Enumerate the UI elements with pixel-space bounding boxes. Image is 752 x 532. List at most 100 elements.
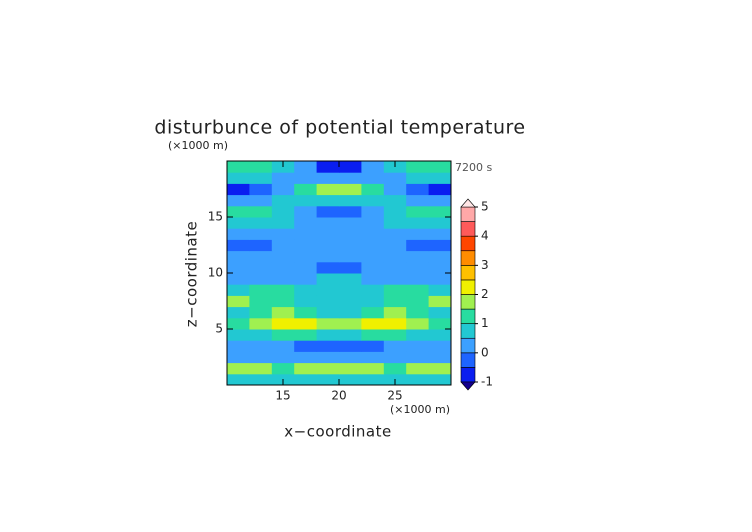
colorbar-tick-label: -1 [481, 375, 493, 389]
contour-cell [361, 239, 385, 252]
contour-cell [361, 161, 385, 173]
contour-cell [361, 261, 385, 274]
contour-cell [428, 183, 451, 196]
colorbar-tick-label: 4 [481, 229, 489, 243]
contour-cell [294, 172, 318, 184]
contour-cell [428, 250, 451, 263]
contour-cell [227, 273, 250, 285]
contour-cell [383, 273, 407, 285]
chart-title: disturbunce of potential temperature [154, 117, 525, 139]
contour-cell [227, 329, 250, 341]
contour-cell [316, 340, 340, 352]
contour-cell [428, 239, 451, 252]
contour-cell [227, 340, 250, 352]
contour-cell [316, 172, 340, 184]
contour-cell [339, 340, 362, 352]
contour-cell [339, 217, 362, 229]
contour-cell [339, 317, 362, 330]
contour-cell [249, 183, 273, 196]
contour-cell [271, 228, 295, 240]
contour-cell [361, 317, 385, 330]
colorbar-over [460, 198, 476, 208]
contour-cell [249, 250, 273, 263]
contour-cell [428, 194, 451, 207]
colorbar-tick-label: 3 [481, 258, 489, 272]
contour-cell [294, 329, 318, 341]
contour-cell [249, 273, 273, 285]
x-unit: (×1000 m) [390, 403, 450, 416]
contour-cell [227, 306, 250, 319]
contour-cell [383, 261, 407, 274]
contour-cell [406, 351, 430, 364]
contour-cell [406, 295, 430, 308]
contour-cell [271, 317, 295, 330]
contour-cell [227, 194, 250, 207]
contour-cell [294, 273, 318, 285]
contour-cell [294, 317, 318, 330]
contour-cell [294, 228, 318, 240]
contour-cell [271, 284, 295, 296]
contour-cell [316, 194, 340, 207]
contour-cell [383, 340, 407, 352]
contour-cell [339, 161, 362, 173]
contour-cell [339, 250, 362, 263]
contour-cell [339, 194, 362, 207]
contour-cell [227, 351, 250, 364]
colorbar-tick-label: 1 [481, 316, 489, 330]
colorbar-under [460, 381, 476, 391]
contour-cell [406, 362, 430, 375]
contour-cell [249, 295, 273, 308]
contour-cell [339, 373, 362, 385]
contour-cell [249, 373, 273, 385]
colorbar-band [460, 352, 476, 368]
contour-cell [406, 317, 430, 330]
contour-cell [406, 250, 430, 263]
contour-cell [428, 317, 451, 330]
colorbar-band [460, 323, 476, 339]
contour-cell [383, 306, 407, 319]
contour-cell [406, 273, 430, 285]
contour-cell [339, 228, 362, 240]
contour-cell [227, 205, 250, 218]
contour-cell [383, 239, 407, 252]
colorbar-tick-label: 0 [481, 345, 489, 359]
contour-cell [406, 228, 430, 240]
contour-cell [227, 217, 250, 229]
contour-cell [249, 317, 273, 330]
contour-cell [227, 228, 250, 240]
contour-cell [383, 217, 407, 229]
contour-cell [316, 217, 340, 229]
contour-cell [383, 329, 407, 341]
contour-cell [271, 340, 295, 352]
contour-cell [428, 362, 451, 375]
colorbar-band [460, 367, 476, 383]
contour-cell [339, 351, 362, 364]
contour-cell [428, 261, 451, 274]
y-unit: (×1000 m) [168, 139, 228, 152]
contour-cell [361, 250, 385, 263]
contour-cell [339, 239, 362, 252]
contour-cell [361, 183, 385, 196]
contour-cell [249, 284, 273, 296]
contour-cell [406, 340, 430, 352]
contour-cell [294, 306, 318, 319]
contour-cell [383, 362, 407, 375]
contour-cell [428, 217, 451, 229]
contour-cell [383, 183, 407, 196]
y-axis-label: z−coordinate [183, 221, 201, 327]
contour-cell [227, 172, 250, 184]
contour-cell [271, 205, 295, 218]
x-tick-label: 25 [387, 389, 402, 403]
contour-cell [361, 351, 385, 364]
colorbar-band [460, 206, 476, 222]
contour-cell [227, 261, 250, 274]
contour-cell [406, 239, 430, 252]
contour-cell [428, 373, 451, 385]
contour-cell [271, 273, 295, 285]
contour-cell [271, 306, 295, 319]
colorbar-tick-label: 5 [481, 200, 489, 214]
contour-cell [383, 284, 407, 296]
contour-cell [271, 194, 295, 207]
contour-cell [316, 295, 340, 308]
